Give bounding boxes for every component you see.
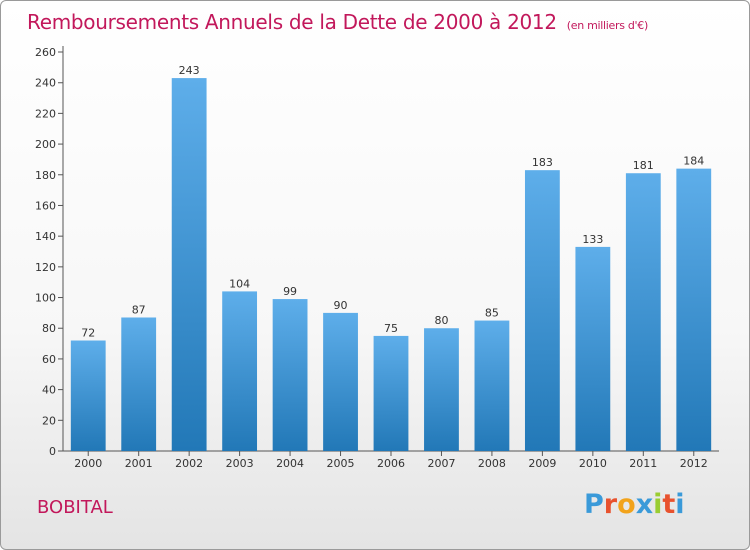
x-tick-label: 2009 — [528, 457, 556, 470]
bar-2012 — [676, 168, 712, 451]
data-label: 99 — [283, 285, 297, 298]
y-tick-label: 60 — [42, 353, 56, 366]
y-tick-label: 260 — [35, 46, 56, 59]
title-text: Remboursements Annuels de la Dette de 20… — [27, 10, 557, 34]
data-label: 85 — [485, 307, 499, 320]
data-label: 133 — [582, 233, 603, 246]
logo-letter: i — [675, 489, 685, 520]
bar-2000 — [70, 340, 106, 451]
x-tick-label: 2006 — [377, 457, 405, 470]
data-label: 87 — [132, 303, 146, 316]
chart-subtitle: (en milliers d'€) — [566, 19, 648, 32]
x-tick-label: 2000 — [74, 457, 102, 470]
bar-2002 — [171, 78, 207, 451]
bar-2010 — [575, 246, 611, 451]
bars — [70, 78, 712, 451]
y-tick-label: 40 — [42, 384, 56, 397]
logo-letter: P — [584, 489, 604, 520]
proxiti-logo: Proxiti — [584, 489, 685, 520]
x-tick-label: 2012 — [680, 457, 708, 470]
x-tick-label: 2005 — [327, 457, 355, 470]
data-label: 243 — [179, 64, 200, 77]
y-tick-label: 80 — [42, 322, 56, 335]
data-label: 184 — [683, 155, 704, 168]
y-tick-label: 0 — [49, 445, 56, 458]
data-labels: 72 87 243 104 99 90 75 80 85 183 133 181 184 — [81, 64, 704, 339]
bar-2009 — [524, 170, 560, 451]
y-tick-label: 220 — [35, 107, 56, 120]
data-label: 75 — [384, 322, 398, 335]
bar-2005 — [323, 312, 358, 451]
y-tick-label: 180 — [35, 169, 56, 182]
logo-letter: i — [653, 489, 663, 520]
x-tick-label: 2011 — [629, 457, 657, 470]
data-label: 72 — [81, 327, 95, 340]
bar-2008 — [474, 320, 510, 451]
x-tick-label: 2001 — [125, 457, 153, 470]
x-tick-label: 2008 — [478, 457, 506, 470]
bar-2003 — [222, 291, 258, 451]
data-label: 80 — [434, 314, 448, 327]
x-tick-label: 2002 — [175, 457, 203, 470]
data-label: 90 — [334, 299, 348, 312]
bar-2004 — [272, 299, 308, 451]
y-tick-label: 100 — [35, 292, 56, 305]
commune-name: BOBITAL — [37, 497, 113, 518]
x-tick-label: 2004 — [276, 457, 304, 470]
bar-2007 — [424, 328, 459, 451]
bar-2011 — [625, 173, 661, 451]
y-tick-label: 240 — [35, 77, 56, 90]
logo-letter: r — [603, 489, 618, 520]
bar-2001 — [121, 317, 157, 451]
chart-title: Remboursements Annuels de la Dette de 20… — [27, 10, 648, 34]
y-tick-label: 160 — [35, 199, 56, 212]
x-tick-label: 2007 — [427, 457, 455, 470]
y-tick-label: 20 — [42, 414, 56, 427]
y-tick-label: 120 — [35, 261, 56, 274]
logo-letter: x — [635, 489, 654, 520]
data-label: 181 — [633, 159, 654, 172]
logo-letter: t — [662, 489, 676, 520]
x-tick-label: 2003 — [226, 457, 254, 470]
data-label: 104 — [229, 277, 250, 290]
bar-2006 — [373, 335, 409, 451]
logo-letter: o — [617, 489, 636, 520]
x-tick-label: 2010 — [579, 457, 607, 470]
y-tick-label: 200 — [35, 138, 56, 151]
y-tick-label: 140 — [35, 230, 56, 243]
axes: 0 20 40 60 80 100 120 140 160 180 200 220 240 260 2000… — [35, 46, 719, 470]
data-label: 183 — [532, 156, 553, 169]
